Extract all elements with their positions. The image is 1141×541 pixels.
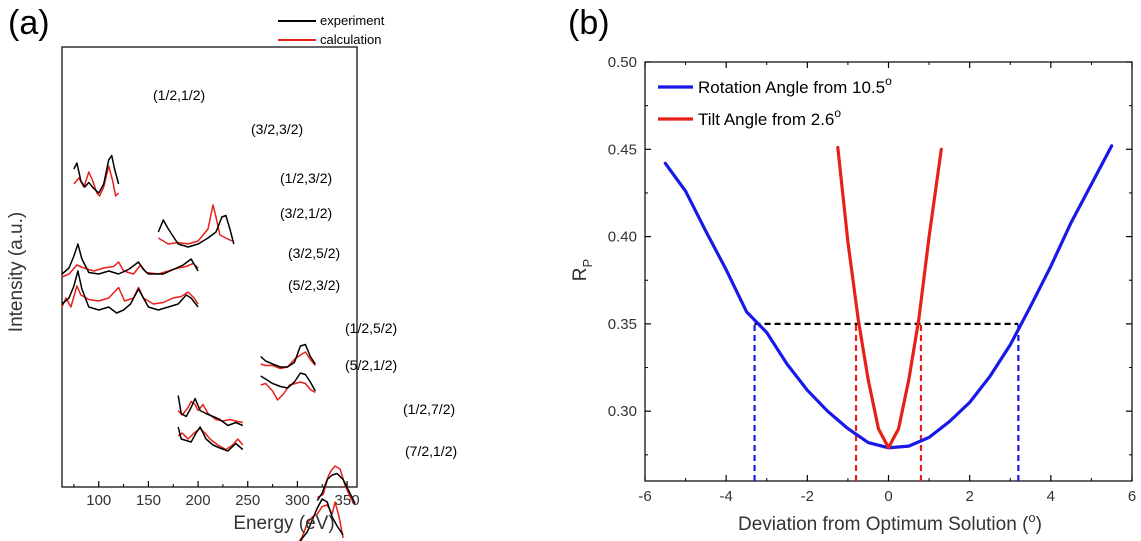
curve-calculation-8 <box>316 465 356 504</box>
chart-a-xtick-label: 100 <box>86 492 111 509</box>
panel-label-a: (a) <box>8 4 50 42</box>
chart-a-ylabel: Intensity (a.u.) <box>6 212 27 332</box>
curve-experiment-1 <box>157 214 235 248</box>
curve-label-6: (1/2,5/2) <box>345 320 397 336</box>
series-line-1 <box>836 145 943 450</box>
chart-a-xtick-label: 250 <box>235 492 260 509</box>
chart-b-ylabel: RP <box>570 259 595 281</box>
chart-a-xtick-label: 350 <box>335 492 360 509</box>
curve-calculation-3 <box>61 285 199 308</box>
curve-label-4: (3/2,5/2) <box>288 245 340 261</box>
curve-calculation-7 <box>177 427 244 451</box>
curve-calculation-9 <box>298 501 344 541</box>
chart-b-ytick-label: 0.35 <box>608 316 637 333</box>
chart-a-xtick-label: 150 <box>136 492 161 509</box>
legend-label-calculation: calculation <box>320 32 381 47</box>
curve-experiment-5 <box>260 372 316 392</box>
curve-label-8: (1/2,7/2) <box>403 401 455 417</box>
chart-a-xtick-label: 200 <box>186 492 211 509</box>
panel-label-b: (b) <box>568 4 610 42</box>
chart-a-plot: 100 150 200 250 300 350 (1/2,1/2) (3/2,3/2) (1/… <box>6 13 457 541</box>
chart-b-xtick-label: -2 <box>801 488 814 505</box>
curve-label-1: (3/2,3/2) <box>251 121 303 137</box>
curve-experiment-8 <box>316 472 356 504</box>
chart-b-xtick-label: 6 <box>1128 488 1136 505</box>
legend-label-tilt: Tilt Angle from 2.6o <box>698 106 841 129</box>
curve-label-5: (5/2,3/2) <box>288 277 340 293</box>
chart-a-frame <box>61 46 358 488</box>
chart-b-ytick-label: 0.45 <box>608 141 637 158</box>
chart-b-xtick-label: 2 <box>965 488 973 505</box>
chart-b-xtick-label: -6 <box>638 488 651 505</box>
series-line-0 <box>663 144 1114 450</box>
chart-b-xtick-label: 4 <box>1047 488 1055 505</box>
chart-b-ytick-label: 0.30 <box>608 403 637 420</box>
curve-experiment-0 <box>73 154 120 194</box>
curve-label-7: (5/2,1/2) <box>345 357 397 373</box>
curve-experiment-2 <box>61 243 199 275</box>
curve-calculation-2 <box>61 261 199 278</box>
curve-calculation-5 <box>260 381 316 401</box>
curve-calculation-1 <box>157 204 233 245</box>
curve-experiment-7 <box>177 426 244 452</box>
legend-label-experiment: experiment <box>320 13 385 28</box>
chart-b-ytick-label: 0.50 <box>608 54 637 71</box>
curve-calculation-4 <box>260 351 316 370</box>
curve-experiment-3 <box>61 270 199 314</box>
curve-label-9: (7/2,1/2) <box>405 443 457 459</box>
chart-b-ytick-label: 0.40 <box>608 229 637 246</box>
curve-calculation-6 <box>177 400 243 424</box>
chart-b-xtick-label: -4 <box>719 488 732 505</box>
curve-experiment-4 <box>260 343 316 368</box>
curve-experiment-9 <box>299 498 344 541</box>
chart-b-frame <box>644 61 1133 482</box>
legend-label-rotation: Rotation Angle from 10.5o <box>698 74 892 97</box>
curve-experiment-6 <box>177 395 244 427</box>
chart-b-xtick-label: 0 <box>884 488 892 505</box>
chart-a-xtick-label: 300 <box>285 492 310 509</box>
curve-label-3: (3/2,1/2) <box>280 205 332 221</box>
chart-a-xlabel: Energy (eV) <box>233 513 334 534</box>
curve-label-0: (1/2,1/2) <box>153 87 205 103</box>
chart-b-xlabel: Deviation from Optimum Solution (o) <box>738 510 1042 535</box>
curve-label-2: (1/2,3/2) <box>280 170 332 186</box>
